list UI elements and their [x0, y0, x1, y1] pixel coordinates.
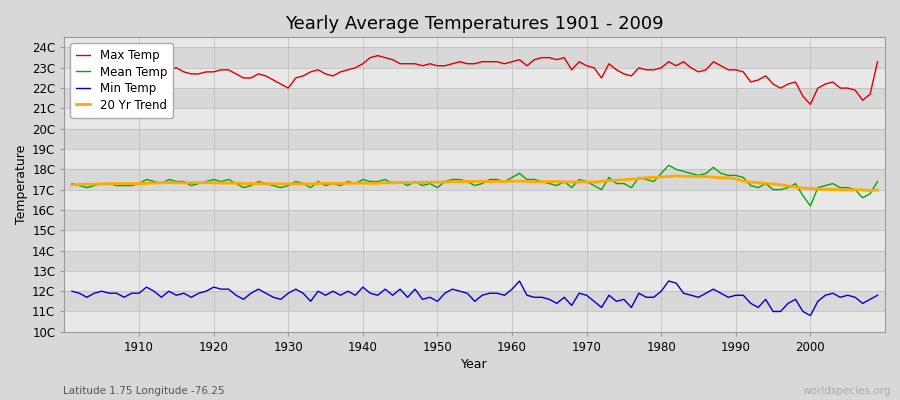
Title: Yearly Average Temperatures 1901 - 2009: Yearly Average Temperatures 1901 - 2009 — [285, 15, 664, 33]
Mean Temp — [872, 179, 883, 184]
Bar — [65, 108, 885, 129]
Bar — [65, 68, 885, 88]
Line: Max Temp: Max Temp — [72, 56, 878, 104]
Mean Temp — [335, 183, 346, 188]
Min Temp — [335, 293, 346, 298]
20 Yr Trend — [500, 179, 510, 184]
Max Temp — [126, 76, 137, 80]
Line: Min Temp: Min Temp — [72, 281, 878, 316]
20 Yr Trend — [507, 179, 517, 184]
Y-axis label: Temperature: Temperature — [15, 145, 28, 224]
Bar — [65, 149, 885, 169]
Max Temp — [514, 57, 525, 62]
Mean Temp — [126, 183, 137, 188]
20 Yr Trend — [126, 181, 137, 186]
Mean Temp — [500, 179, 510, 184]
20 Yr Trend — [872, 188, 883, 192]
Text: worldspecies.org: worldspecies.org — [803, 386, 891, 396]
20 Yr Trend — [291, 182, 302, 186]
Legend: Max Temp, Mean Temp, Min Temp, 20 Yr Trend: Max Temp, Mean Temp, Min Temp, 20 Yr Tre… — [70, 43, 173, 118]
X-axis label: Year: Year — [462, 358, 488, 371]
Bar — [65, 250, 885, 271]
Mean Temp — [67, 181, 77, 186]
Bar — [65, 48, 885, 68]
Bar — [65, 169, 885, 190]
Min Temp — [514, 279, 525, 284]
Min Temp — [291, 287, 302, 292]
Min Temp — [507, 287, 517, 292]
Max Temp — [67, 72, 77, 76]
Text: Latitude 1.75 Longitude -76.25: Latitude 1.75 Longitude -76.25 — [63, 386, 225, 396]
Min Temp — [126, 291, 137, 296]
Max Temp — [335, 70, 346, 74]
Max Temp — [373, 53, 383, 58]
Min Temp — [500, 293, 510, 298]
20 Yr Trend — [335, 181, 346, 186]
Bar — [65, 88, 885, 108]
Mean Temp — [805, 204, 815, 208]
Max Temp — [805, 102, 815, 107]
Line: Mean Temp: Mean Temp — [72, 165, 878, 206]
Min Temp — [67, 289, 77, 294]
20 Yr Trend — [865, 188, 876, 193]
Bar — [65, 312, 885, 332]
Max Temp — [507, 59, 517, 64]
Bar — [65, 190, 885, 210]
Mean Temp — [596, 187, 607, 192]
20 Yr Trend — [596, 179, 607, 184]
Bar — [65, 230, 885, 250]
Max Temp — [604, 61, 615, 66]
Min Temp — [805, 313, 815, 318]
Mean Temp — [663, 163, 674, 168]
Mean Temp — [291, 179, 302, 184]
Min Temp — [872, 293, 883, 298]
Bar — [65, 129, 885, 149]
20 Yr Trend — [670, 174, 681, 178]
Max Temp — [872, 59, 883, 64]
Mean Temp — [507, 175, 517, 180]
Min Temp — [604, 293, 615, 298]
Bar — [65, 210, 885, 230]
Line: 20 Yr Trend: 20 Yr Trend — [72, 176, 878, 190]
20 Yr Trend — [67, 182, 77, 187]
Bar — [65, 271, 885, 291]
Max Temp — [291, 76, 302, 80]
Bar — [65, 291, 885, 312]
